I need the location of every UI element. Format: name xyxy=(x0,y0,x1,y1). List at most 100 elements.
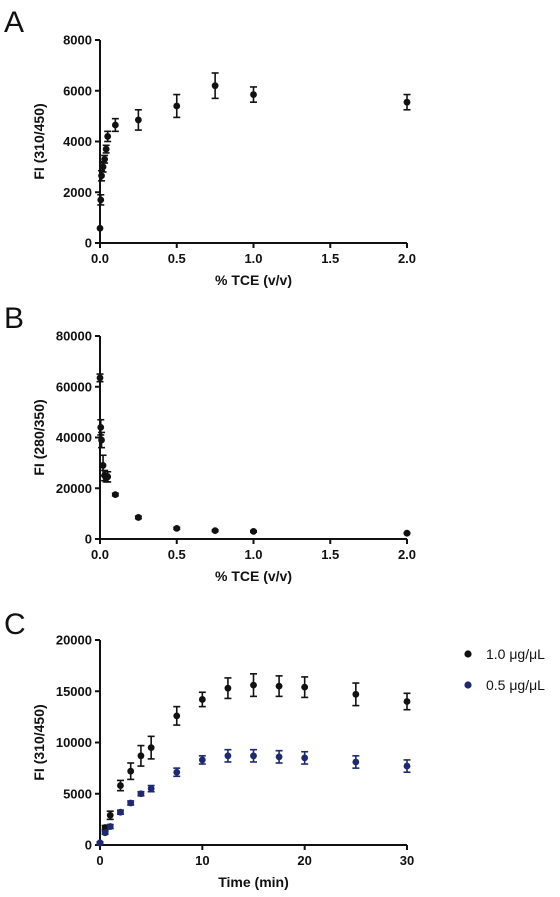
data-point xyxy=(275,682,283,690)
chart-panel-a: A 0 2000 4000 6000 8000 0.0 0.5 1.0 1.5 2.0 % TCE (… xyxy=(4,6,416,288)
data-point xyxy=(173,712,181,720)
data-point xyxy=(352,690,360,698)
data-point xyxy=(134,116,142,124)
x-tick-label: 0.5 xyxy=(168,251,186,266)
data-point xyxy=(301,754,309,762)
data-point xyxy=(301,683,309,691)
data-point xyxy=(224,752,232,760)
legend: 1.0 μg/μL 0.5 μg/μL xyxy=(464,646,545,693)
data-point xyxy=(403,762,411,770)
data-point xyxy=(250,752,257,760)
x-tick-label: 1.5 xyxy=(321,547,339,562)
data-point xyxy=(111,121,119,129)
data-point xyxy=(106,811,114,819)
data-point xyxy=(97,196,105,204)
data-point xyxy=(96,374,104,382)
data-point xyxy=(147,744,155,752)
x-tick-label: 30 xyxy=(400,853,414,868)
legend-marker xyxy=(464,681,472,689)
y-tick-label: 20000 xyxy=(56,633,92,648)
data-point xyxy=(250,527,257,535)
x-tick-label: 10 xyxy=(195,853,209,868)
data-point xyxy=(352,758,360,766)
panel-label: B xyxy=(4,302,24,335)
y-axis-title: FI (310/450) xyxy=(31,103,47,179)
data-point xyxy=(211,527,219,535)
data-point xyxy=(127,799,135,807)
data-point xyxy=(198,756,206,764)
y-axis-title: FI (310/450) xyxy=(31,704,47,780)
data-point xyxy=(250,681,257,689)
chart-panel-b: B 0 20000 40000 60000 80000 0.0 0.5 1.0 1.5 2.0 % T… xyxy=(4,302,416,584)
y-tick-label: 5000 xyxy=(63,786,92,801)
series-1 xyxy=(96,72,411,232)
x-tick-label: 2.0 xyxy=(398,251,416,266)
y-tick-label: 6000 xyxy=(63,83,92,98)
data-point xyxy=(99,462,107,469)
x-tick-label: 2.0 xyxy=(398,547,416,562)
y-tick-label: 0 xyxy=(85,838,92,853)
y-tick-label: 40000 xyxy=(56,430,92,445)
chart-panel-c: C 0 5000 10000 15000 20000 0 10 20 30 Time (min) FI… xyxy=(4,608,545,890)
y-axis-title: FI (280/350) xyxy=(31,399,47,475)
legend-label: 1.0 μg/μL xyxy=(486,646,545,662)
data-point xyxy=(127,767,135,775)
data-point xyxy=(275,753,283,761)
y-tick-label: 2000 xyxy=(63,185,92,200)
x-tick-label: 0.0 xyxy=(91,251,109,266)
data-point xyxy=(198,696,206,703)
x-axis-title: % TCE (v/v) xyxy=(215,272,292,288)
y-tick-label: 0 xyxy=(85,236,92,251)
series-1 xyxy=(96,673,411,847)
data-point xyxy=(137,790,145,798)
data-point xyxy=(104,133,112,140)
data-point xyxy=(224,684,232,692)
data-point xyxy=(403,698,411,705)
x-tick-label: 0 xyxy=(96,853,103,868)
data-point xyxy=(111,491,119,498)
data-point xyxy=(250,91,257,98)
data-point xyxy=(147,785,155,793)
y-tick-label: 60000 xyxy=(56,379,92,394)
data-point xyxy=(134,514,142,521)
data-point xyxy=(403,98,411,106)
panel-label: A xyxy=(4,6,24,39)
y-tick-label: 4000 xyxy=(63,134,92,149)
x-tick-label: 1.5 xyxy=(321,251,339,266)
x-tick-label: 1.0 xyxy=(244,251,262,266)
data-point xyxy=(99,163,107,171)
data-point xyxy=(104,473,112,481)
x-tick-label: 0.0 xyxy=(91,547,109,562)
data-point xyxy=(101,155,109,163)
x-tick-label: 1.0 xyxy=(244,547,262,562)
y-tick-label: 10000 xyxy=(56,735,92,750)
series-2 xyxy=(96,748,411,847)
data-point xyxy=(98,436,105,444)
data-point xyxy=(137,752,145,760)
y-tick-label: 8000 xyxy=(63,33,92,48)
y-tick-label: 0 xyxy=(85,532,92,547)
data-point xyxy=(117,808,124,816)
y-tick-label: 20000 xyxy=(56,481,92,496)
data-point xyxy=(117,782,124,789)
data-point xyxy=(106,823,114,830)
data-point xyxy=(173,768,181,776)
legend-label: 0.5 μg/μL xyxy=(486,677,545,693)
data-point xyxy=(211,82,219,90)
data-point xyxy=(96,224,104,232)
data-point xyxy=(403,529,411,537)
x-tick-label: 0.5 xyxy=(168,547,186,562)
data-point xyxy=(173,524,181,532)
legend-marker xyxy=(464,650,472,658)
data-point xyxy=(102,145,110,153)
y-tick-label: 15000 xyxy=(56,684,92,699)
data-point xyxy=(101,829,109,837)
x-axis-title: Time (min) xyxy=(218,874,289,890)
x-axis-title: % TCE (v/v) xyxy=(215,568,292,584)
data-point xyxy=(97,423,105,431)
y-tick-label: 80000 xyxy=(56,329,92,344)
series-1 xyxy=(96,373,411,537)
data-point xyxy=(173,102,181,110)
x-tick-label: 20 xyxy=(297,853,311,868)
